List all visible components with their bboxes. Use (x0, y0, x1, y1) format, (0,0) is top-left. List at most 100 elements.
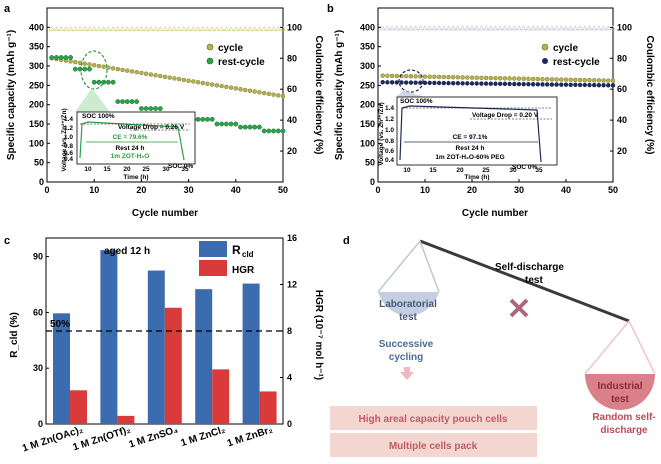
b-ce-point (464, 25, 471, 31)
a-cycle-point (247, 88, 253, 93)
legend-rcld-label: R (232, 243, 241, 257)
a-cycle-point (167, 75, 172, 80)
b-xtick-5: 50 (608, 185, 618, 195)
a-rest-point (271, 128, 276, 134)
b-ce-point (586, 25, 593, 31)
b-ytick-5: 250 (360, 80, 375, 90)
b-rest-point (483, 81, 489, 86)
legend-rcld-swatch (199, 241, 227, 257)
panel-b-y2label: Coulombic efficiency (%) (644, 36, 655, 155)
b-ce-point (450, 25, 457, 31)
b-cycle-point (526, 76, 531, 82)
balance-beam (419, 239, 630, 323)
rcld-bar-2 (147, 270, 165, 424)
b-xtick-2: 20 (467, 185, 477, 195)
panel-b-frame (377, 7, 614, 183)
b-ce-point (600, 25, 607, 31)
b-cycle-point (545, 77, 550, 82)
inset-b-xtick-1: 15 (429, 167, 437, 174)
b-cycle-point (559, 77, 564, 82)
rcld-bar-1 (100, 250, 118, 424)
panel-a-ylabel: Specific capacity (mAh g⁻¹) (6, 30, 17, 160)
b-ce-point (487, 25, 494, 31)
b-cycle-point (479, 75, 484, 81)
a-y2tick-3: 80 (287, 53, 297, 63)
b-rest-point (488, 81, 493, 86)
a-cycle-point (120, 67, 125, 73)
inset-a-xtick-4: 30 (162, 166, 170, 173)
b-rest-point (568, 82, 573, 87)
left-desc-line1: Successive (379, 339, 434, 350)
zoom-wedge (75, 88, 110, 112)
b-cycle-point (436, 74, 442, 80)
cross-icon (509, 298, 529, 318)
a-cycle-point (205, 81, 210, 86)
b-cycle-point (587, 77, 592, 83)
legend-cycle-label: cycle (218, 43, 243, 54)
inset-a-ytick-5: 1.4 (64, 116, 73, 123)
inset-b-xtick-3: 25 (482, 167, 490, 174)
a-xtick-2: 20 (136, 185, 146, 195)
b-rest-point (418, 80, 423, 85)
a-ce-point (148, 26, 154, 32)
inset-a-soc0: SOC 0% (168, 163, 194, 170)
a-ce-point (152, 26, 159, 32)
b-rest-point (549, 82, 555, 87)
a-xtick-3: 30 (184, 185, 194, 195)
a-ce-point (72, 26, 79, 32)
a-ce-point (138, 26, 145, 32)
a-cycle-point (195, 80, 201, 85)
b-cycle-point (451, 75, 456, 80)
a-rest-point (134, 99, 140, 104)
box-cells-pack-label: Multiple cells pack (389, 441, 478, 452)
b-rest-point (446, 80, 451, 86)
a-ce-point (190, 26, 197, 32)
b-cycle-point (422, 74, 428, 79)
panel-c-ylabel: R_cld (%) (9, 312, 20, 358)
a-xtick-1: 10 (89, 185, 99, 195)
a-rest-point (247, 124, 253, 130)
b-cycle-point (483, 75, 489, 81)
a-ytick-1: 50 (34, 158, 44, 168)
b-ytick-3: 150 (360, 119, 375, 129)
b-y2tick-1: 40 (617, 115, 627, 125)
inset-a-ytick-4: 1.2 (64, 125, 73, 132)
inset-a-ce: CE = 79.6% (113, 134, 148, 141)
b-rest-point (404, 80, 409, 85)
b-ce-point (398, 25, 405, 31)
b-ytick-0: 0 (370, 177, 375, 187)
a-cycle-point (73, 59, 78, 65)
left-pan-label-line1: Laboratorial (379, 299, 437, 310)
b-ce-point (530, 25, 536, 31)
inset-b-rest: Rest 24 h (456, 145, 485, 152)
a-xtick-0: 0 (44, 185, 49, 195)
a-ce-point (270, 26, 277, 32)
a-ce-point (266, 26, 272, 32)
b-ce-point (422, 25, 428, 31)
legend-cycle-marker (206, 43, 214, 51)
a-rest-point (219, 121, 225, 127)
a-rest-point (54, 55, 59, 60)
b-rest-point (545, 82, 550, 87)
c-y2tick-3: 12 (287, 280, 297, 290)
b-rest-point (601, 83, 606, 88)
b-y2tick-2: 60 (617, 84, 627, 94)
a-cycle-point (153, 73, 158, 78)
a-ce-point (86, 26, 93, 32)
b-cycle-point (460, 75, 465, 80)
b-rest-point (535, 82, 540, 87)
legend-rest-label: rest-cycle (218, 57, 265, 68)
legend-b-cycle-label: cycle (553, 43, 578, 54)
b-rest-point (521, 81, 526, 87)
b-cycle-point (389, 73, 395, 79)
a-ce-point (256, 26, 263, 32)
inset-b-ce: CE = 97.1% (453, 134, 488, 141)
b-cycle-point (502, 76, 508, 81)
b-rest-point (413, 80, 418, 85)
a-ytick-5: 250 (29, 80, 44, 90)
reference-line-label: 50% (50, 319, 70, 330)
a-rest-point (143, 106, 149, 111)
b-rest-point (587, 82, 592, 88)
left-desc-line2: cycling (389, 352, 423, 363)
b-rest-point (516, 81, 522, 87)
